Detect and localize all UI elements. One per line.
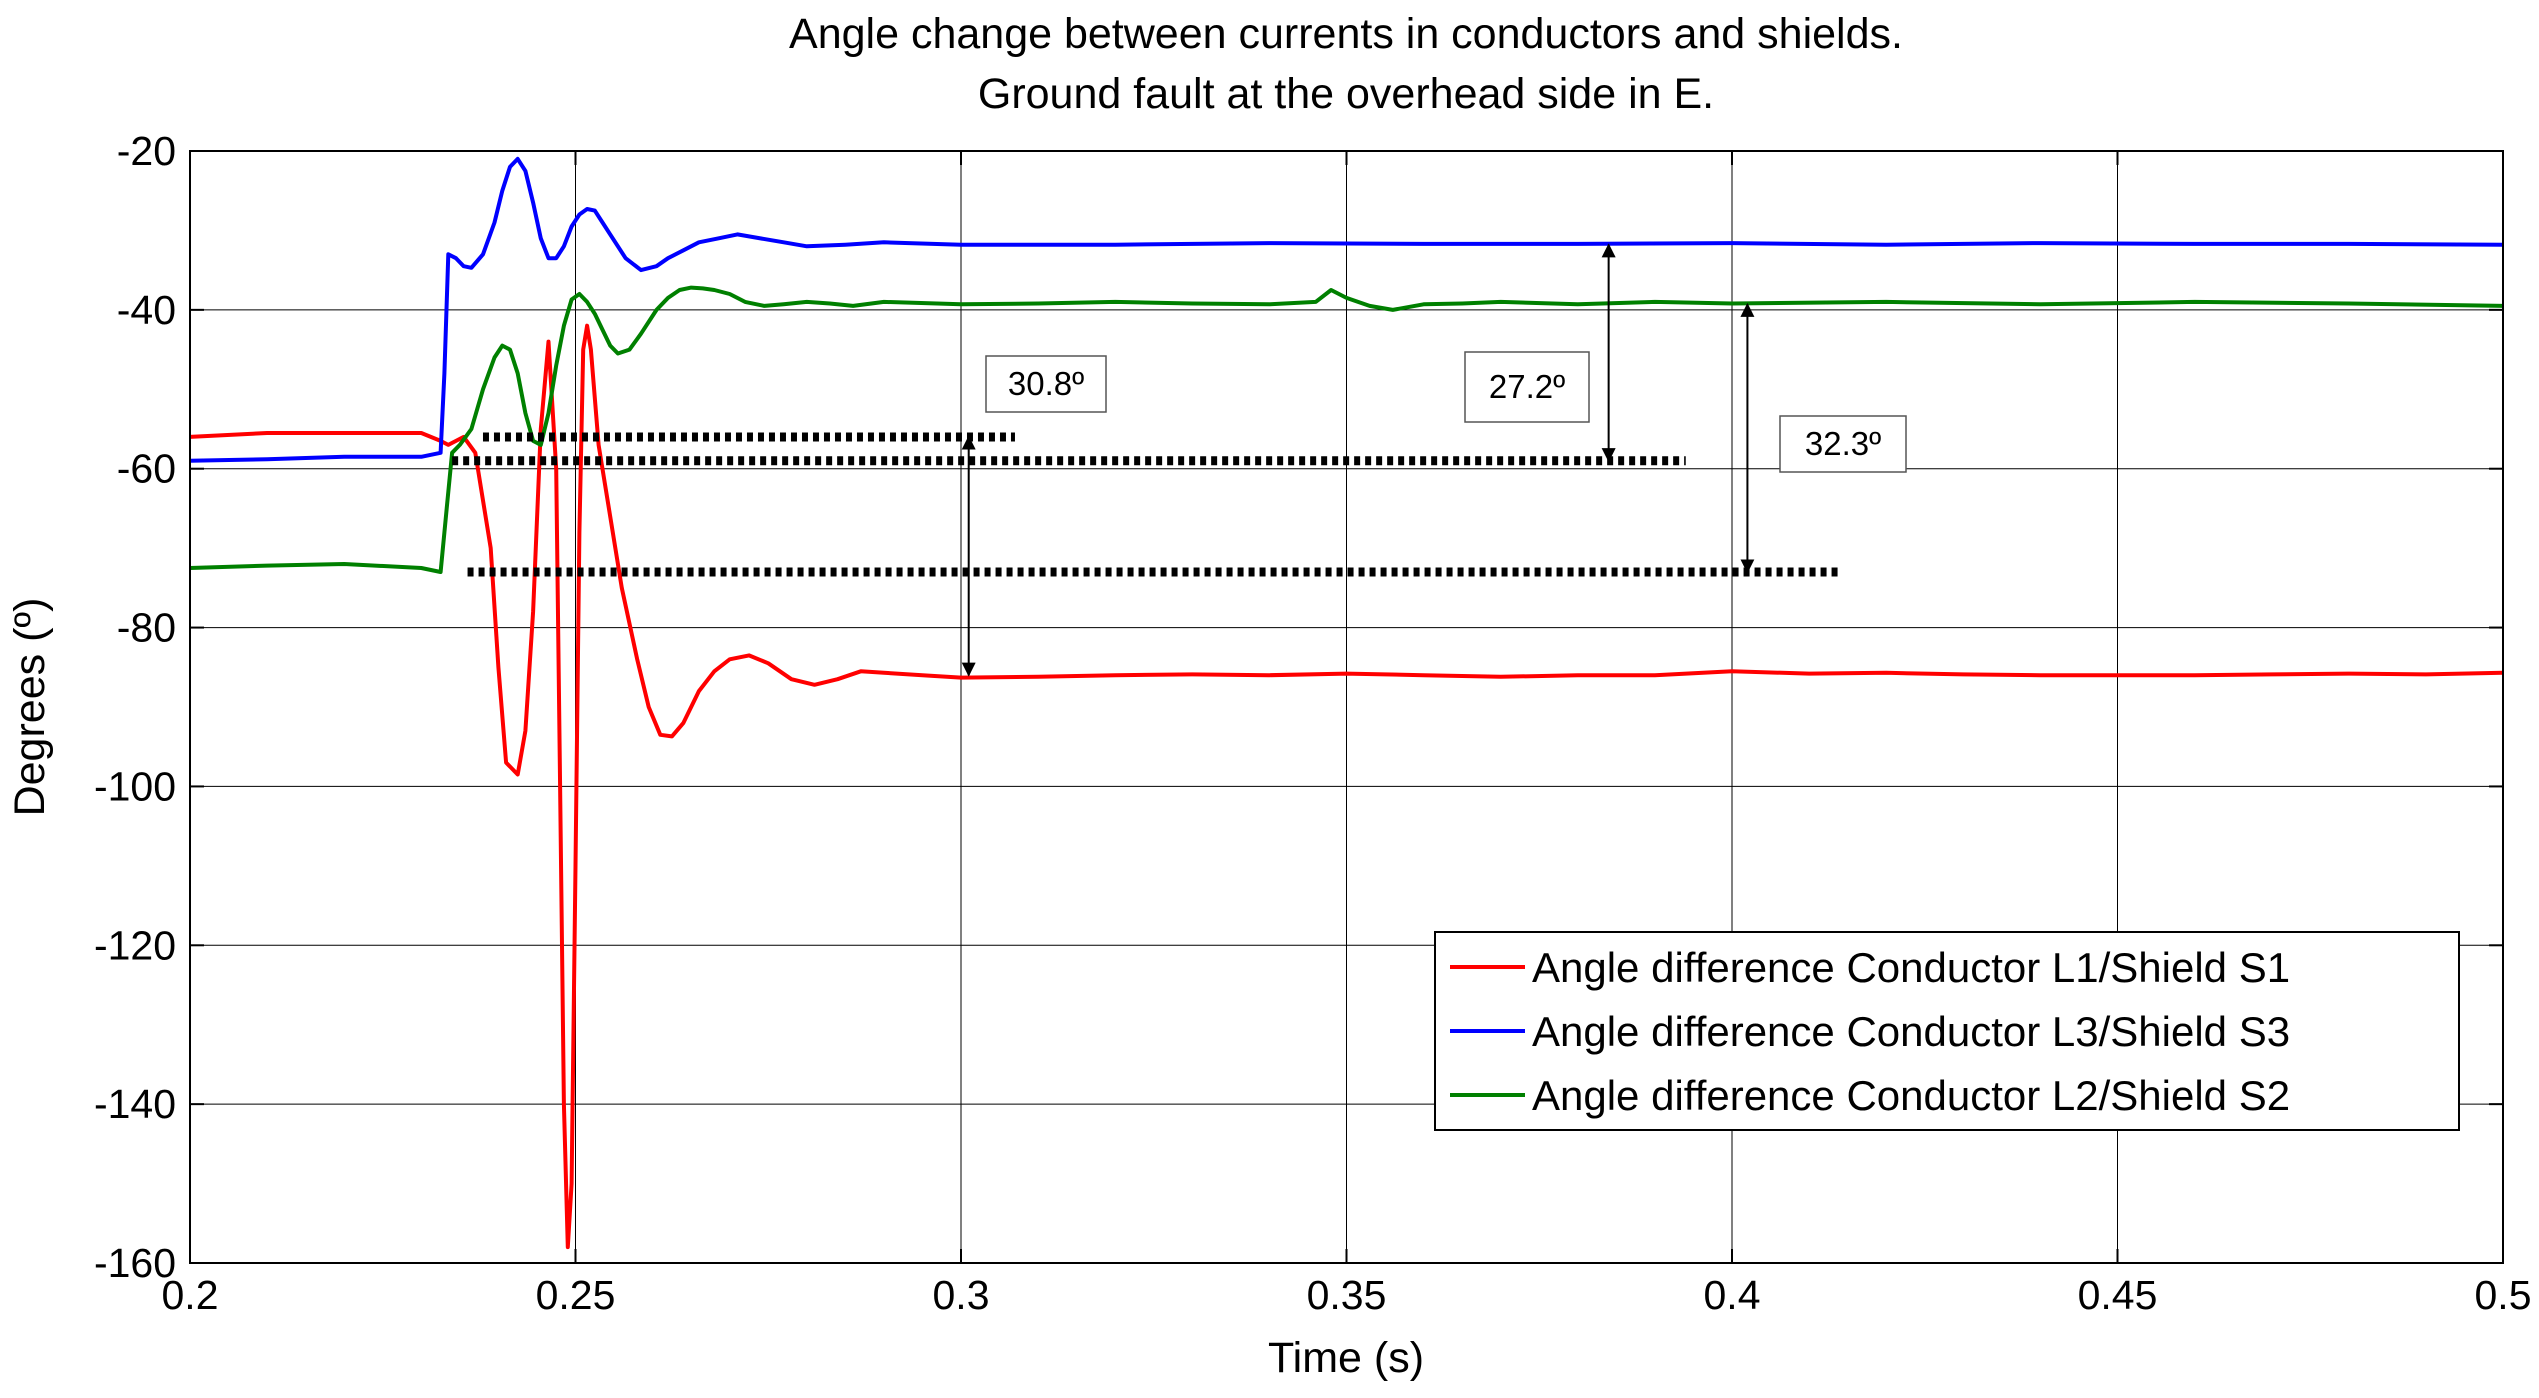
annotation-label: 30.8º: [1008, 365, 1084, 402]
y-tick-label: -60: [117, 446, 176, 492]
y-tick-label: -80: [117, 605, 176, 651]
legend-label: Angle difference Conductor L2/Shield S2: [1532, 1072, 2290, 1119]
chart-title-line-1: Angle change between currents in conduct…: [789, 10, 1903, 58]
legend-label: Angle difference Conductor L1/Shield S1: [1532, 944, 2290, 991]
y-tick-label: -160: [94, 1240, 176, 1286]
y-tick-label: -140: [94, 1081, 176, 1127]
y-tick-label: -120: [94, 922, 176, 968]
y-tick-label: -100: [94, 763, 176, 809]
legend: Angle difference Conductor L1/Shield S1 A…: [1434, 931, 2460, 1131]
annotations-group: 30.8º 27.2º 32.3º: [452, 243, 1907, 677]
annotation-box: [1779, 415, 1907, 473]
series-group: [190, 156, 2503, 1250]
annotation-box: [985, 355, 1107, 413]
x-tick-label: 0.25: [536, 1272, 616, 1318]
x-tick-label: 0.4: [1704, 1272, 1761, 1318]
y-tick-label: -20: [117, 128, 176, 174]
x-axis-label: Time (s): [1268, 1334, 1424, 1382]
y-axis-label: Degrees (º): [6, 598, 54, 817]
annotation-label: 27.2º: [1489, 368, 1565, 405]
x-tick-label: 0.35: [1307, 1272, 1387, 1318]
x-tick-label: 0.45: [2078, 1272, 2158, 1318]
series-line-l2-s2: [190, 285, 2503, 574]
y-tick-label: -40: [117, 287, 176, 333]
legend-box: [1434, 931, 2460, 1131]
series-line-l1-s1: [190, 323, 2503, 1250]
annotation-box: [1464, 351, 1590, 423]
legend-label: Angle difference Conductor L3/Shield S3: [1532, 1008, 2290, 1055]
chart-title-line-2: Ground fault at the overhead side in E.: [978, 70, 1714, 118]
series-line-l3-s3: [190, 156, 2503, 463]
ticks-group: 0.2 0.25 0.3 0.35 0.4 0.45 0.5 -20 -40 -60 -80 -100…: [94, 128, 2532, 1318]
annotation-label: 32.3º: [1805, 425, 1881, 462]
x-tick-label: 0.5: [2475, 1272, 2532, 1318]
x-tick-label: 0.3: [933, 1272, 990, 1318]
x-tick-label: 0.2: [162, 1272, 219, 1318]
